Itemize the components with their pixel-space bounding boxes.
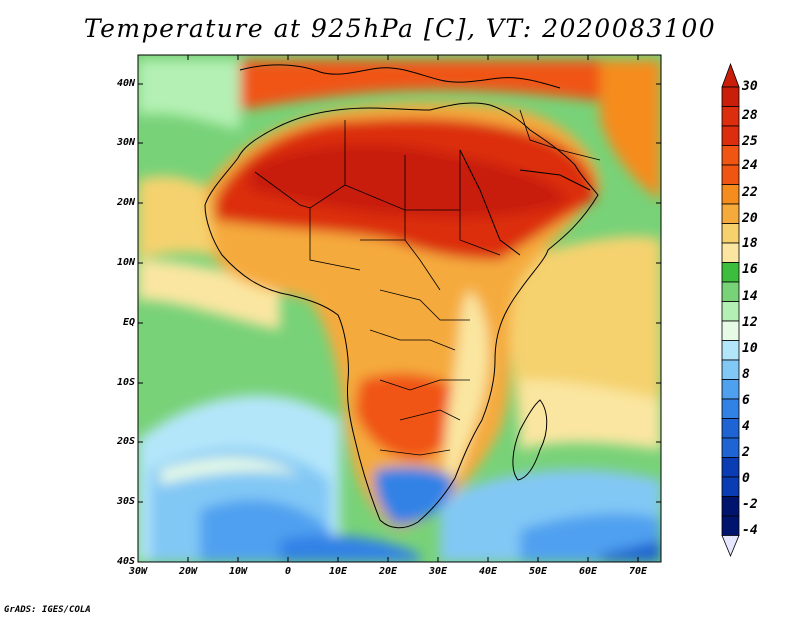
colorbar-bin [721, 515, 740, 536]
temperature-field [138, 55, 661, 562]
colorbar-label-6: 6 [742, 393, 750, 408]
plot-frame [137, 54, 662, 563]
colorbar-top-triangle [721, 62, 740, 88]
colorbar-bin [721, 301, 740, 322]
colorbar-bin [721, 145, 740, 166]
colorbar-bin [721, 223, 740, 244]
colorbar-label-12: 12 [742, 315, 758, 330]
colorbar-label-18: 18 [742, 236, 758, 251]
lat-label-20s: 20S [116, 436, 135, 447]
lon-label-10e: 10E [328, 566, 348, 577]
colorbar-bin [721, 496, 740, 517]
lat-label-30n: 30N [116, 137, 135, 148]
colorbar-label-8: 8 [742, 367, 750, 382]
colorbar-bin [721, 418, 740, 439]
lat-label-30s: 30S [116, 496, 135, 507]
colorbar-bin [721, 164, 740, 185]
colorbar-bin [721, 320, 740, 341]
colorbar-bin [721, 281, 740, 302]
lat-label-10s: 10S [116, 377, 135, 388]
colorbar-bin [721, 184, 740, 205]
colorbar-bin [721, 398, 740, 419]
colorbar-bin [721, 242, 740, 263]
lat-label-eq: EQ [122, 317, 135, 328]
colorbar-bin [721, 125, 740, 146]
colorbar-bottom-triangle [721, 535, 740, 558]
colorbar-bin [721, 203, 740, 224]
colorbar-label-16: 16 [742, 262, 758, 277]
lon-label-30e: 30E [428, 566, 448, 577]
colorbar-bin [721, 457, 740, 478]
colorbar [721, 62, 740, 558]
axis-ticks [138, 55, 661, 562]
lon-label-70e: 70E [628, 566, 648, 577]
lon-label-60e: 60E [578, 566, 598, 577]
lon-label-50e: 50E [528, 566, 548, 577]
colorbar-label-2: 2 [742, 445, 750, 460]
colorbar-bin [721, 86, 740, 107]
lon-label-20e: 20E [378, 566, 398, 577]
colorbar-label-14: 14 [742, 289, 758, 304]
colorbar-bin [721, 359, 740, 380]
colorbar-label-m4: -4 [742, 523, 758, 538]
lon-label-10w: 10W [228, 566, 248, 577]
lat-label-40s: 40S [116, 556, 135, 567]
colorbar-label-0: 0 [742, 471, 750, 486]
map-title: Temperature at 925hPa [C], VT: 202008310… [83, 14, 717, 43]
lat-label-20n: 20N [116, 197, 135, 208]
colorbar-bin [721, 340, 740, 361]
grads-credit: GrADS: IGES/COLA [4, 605, 91, 615]
colorbar-bin [721, 437, 740, 458]
colorbar-label-10: 10 [742, 341, 758, 356]
lon-label-20w: 20W [178, 566, 198, 577]
lat-label-10n: 10N [116, 257, 135, 268]
colorbar-label-24: 24 [742, 158, 758, 173]
lat-label-40n: 40N [116, 78, 135, 89]
colorbar-label-m2: -2 [742, 497, 758, 512]
colorbar-bin [721, 262, 740, 283]
colorbar-bin [721, 106, 740, 127]
colorbar-label-20: 20 [742, 211, 758, 226]
lon-label-40e: 40E [478, 566, 498, 577]
colorbar-label-4: 4 [742, 419, 750, 434]
lon-label-0: 0 [284, 566, 292, 577]
colorbar-bin [721, 476, 740, 497]
coastlines [204, 64, 599, 529]
colorbar-label-28: 28 [742, 108, 758, 123]
borders [254, 109, 601, 456]
colorbar-label-22: 22 [742, 185, 758, 200]
colorbar-label-25: 25 [742, 134, 758, 149]
colorbar-label-30: 30 [742, 79, 758, 94]
colorbar-bin [721, 379, 740, 400]
lon-label-30w: 30W [128, 566, 148, 577]
